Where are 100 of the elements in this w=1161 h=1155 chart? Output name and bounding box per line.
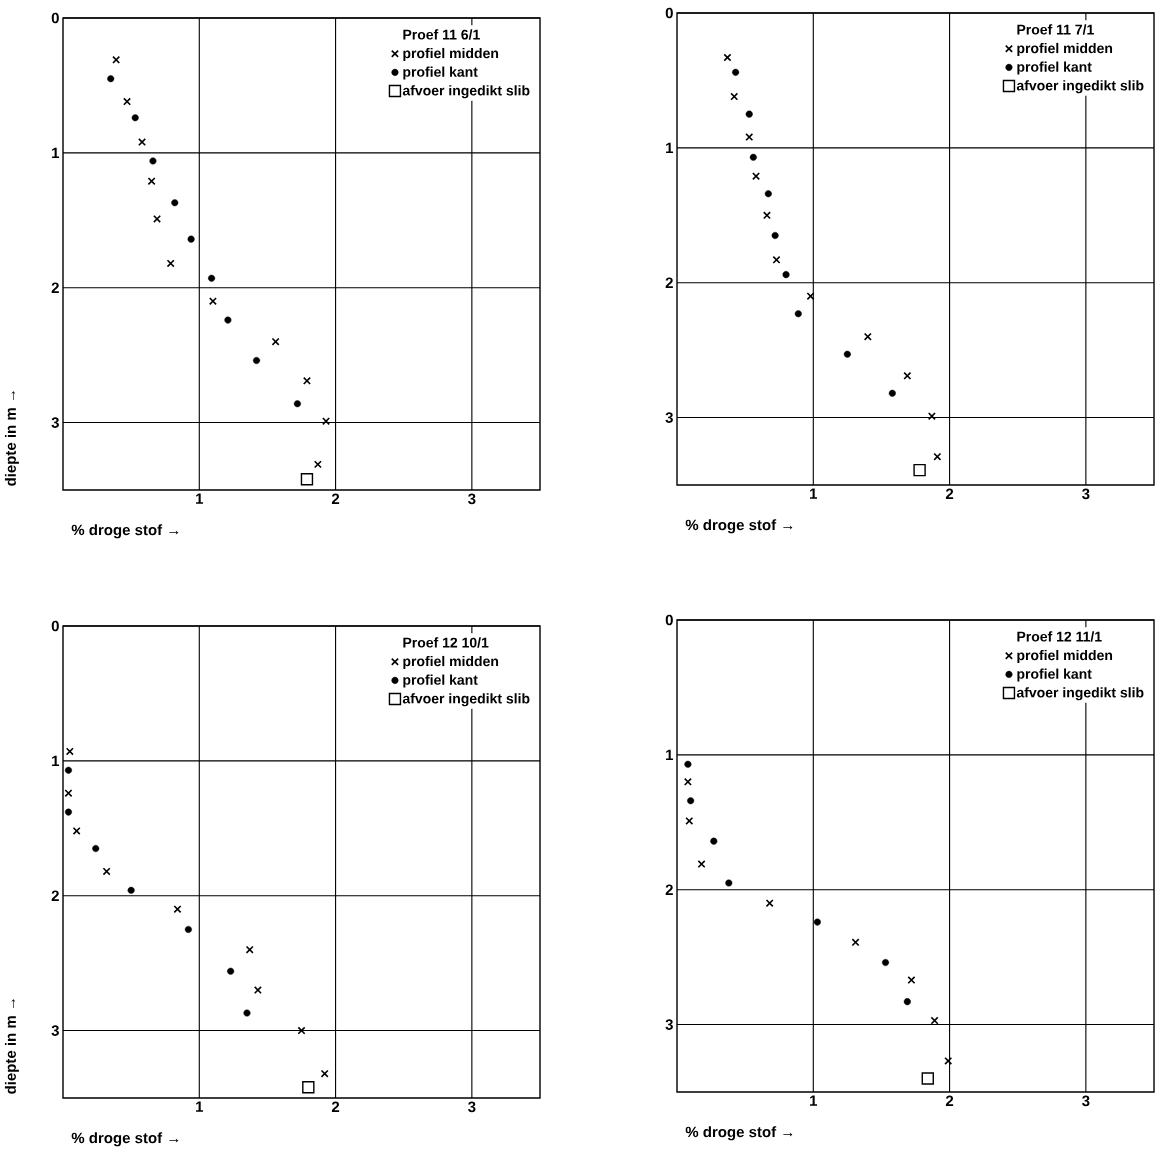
- point: [171, 199, 179, 207]
- point: [112, 55, 121, 64]
- point: [102, 867, 111, 876]
- legend-label: profiel midden: [403, 655, 499, 669]
- point: [687, 797, 695, 805]
- legend-title: Proef 11 6/1: [403, 29, 480, 40]
- point: [749, 153, 757, 161]
- x-tick-label: 3: [468, 1101, 476, 1113]
- point: [683, 777, 692, 786]
- x-tick-label: 1: [196, 1101, 204, 1112]
- point: [771, 232, 779, 240]
- x-axis-title: % droge stof →: [685, 1126, 793, 1141]
- point: [253, 986, 262, 995]
- point: [184, 925, 192, 933]
- point: [187, 235, 195, 243]
- x-tick-label: 1: [810, 488, 818, 499]
- point: [243, 1009, 251, 1017]
- point: [913, 463, 926, 477]
- point: [843, 350, 851, 358]
- x-tick-label: 3: [1082, 1095, 1090, 1107]
- y-tick-label: 2: [665, 277, 673, 288]
- point: [684, 760, 692, 768]
- y-tick-label: 0: [665, 7, 673, 19]
- point: [762, 211, 771, 220]
- legend-label: afvoer ingedikt slib: [402, 693, 530, 707]
- point: [903, 998, 911, 1006]
- y-tick-label: 2: [665, 884, 673, 895]
- point: [765, 899, 774, 908]
- point: [752, 172, 761, 181]
- point: [166, 259, 175, 268]
- point: [921, 1072, 934, 1085]
- point: [300, 473, 314, 486]
- legend-label: profiel kant: [1017, 668, 1092, 682]
- x-tick-label: 3: [468, 493, 476, 505]
- legend-label: profiel kant: [403, 66, 478, 80]
- y-tick-label: 0: [51, 620, 59, 632]
- point: [813, 918, 821, 926]
- point: [208, 297, 217, 306]
- point: [723, 53, 732, 62]
- point: [725, 879, 733, 887]
- point: [782, 271, 790, 279]
- legend-label: profiel midden: [403, 47, 499, 61]
- x-tick-label: 2: [945, 1095, 954, 1107]
- point: [149, 157, 157, 165]
- legend-title: Proef 12 11/1: [1017, 631, 1102, 642]
- point: [64, 789, 73, 798]
- legend-label: afvoer ingedikt slib: [1016, 687, 1144, 701]
- point: [933, 452, 942, 461]
- legend-title: Proef 12 10/1: [403, 637, 489, 648]
- y-tick-label: 1: [52, 755, 60, 767]
- y-tick-label: 1: [666, 749, 674, 761]
- point: [710, 837, 718, 845]
- y-axis-title: diepte in m →: [4, 391, 19, 486]
- point: [107, 75, 115, 83]
- point: [882, 959, 890, 967]
- point: [293, 400, 301, 408]
- point: [153, 214, 162, 223]
- point: [863, 332, 872, 341]
- legend-label: afvoer ingedikt slib: [402, 85, 530, 99]
- y-tick-label: 2: [51, 282, 59, 293]
- legend-label: profiel midden: [1017, 649, 1113, 663]
- point: [320, 1069, 329, 1078]
- point: [907, 976, 916, 985]
- y-axis-title: diepte in m →: [4, 999, 19, 1094]
- point: [208, 274, 216, 282]
- legend-title: Proef 11 7/1: [1017, 24, 1094, 35]
- point: [64, 808, 72, 816]
- point: [903, 371, 912, 380]
- y-tick-label: 3: [51, 1025, 59, 1036]
- point: [888, 389, 896, 397]
- point: [794, 310, 802, 318]
- point: [131, 114, 139, 122]
- y-tick-label: 1: [52, 147, 60, 159]
- point: [297, 1026, 306, 1035]
- point: [245, 945, 254, 954]
- point: [927, 412, 936, 421]
- x-tick-label: 2: [331, 493, 340, 505]
- point: [253, 357, 261, 365]
- x-axis-title: % droge stof →: [71, 524, 179, 539]
- y-tick-label: 3: [665, 1019, 673, 1030]
- x-tick-label: 3: [1082, 488, 1090, 500]
- legend-label: profiel kant: [403, 674, 478, 688]
- point: [302, 1081, 315, 1094]
- x-tick-label: 2: [945, 488, 954, 500]
- point: [745, 133, 754, 142]
- x-axis-title: % droge stof →: [685, 519, 793, 534]
- point: [64, 766, 72, 774]
- x-tick-label: 1: [810, 1095, 818, 1106]
- legend-label: profiel kant: [1017, 61, 1092, 75]
- x-axis-title: % droge stof →: [71, 1132, 179, 1147]
- point: [127, 886, 135, 894]
- point: [732, 68, 740, 76]
- x-tick-label: 1: [196, 493, 204, 504]
- y-tick-label: 0: [665, 614, 673, 626]
- y-tick-label: 3: [51, 417, 59, 428]
- point: [227, 967, 235, 975]
- y-tick-label: 3: [665, 412, 673, 423]
- point: [322, 417, 331, 426]
- point: [745, 110, 753, 118]
- x-tick-label: 2: [331, 1101, 340, 1113]
